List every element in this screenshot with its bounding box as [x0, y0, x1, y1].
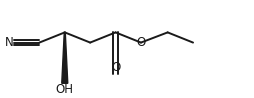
- Text: O: O: [111, 61, 120, 74]
- Text: OH: OH: [56, 83, 74, 96]
- Polygon shape: [62, 32, 68, 83]
- Text: O: O: [136, 36, 146, 49]
- Text: N: N: [5, 36, 14, 49]
